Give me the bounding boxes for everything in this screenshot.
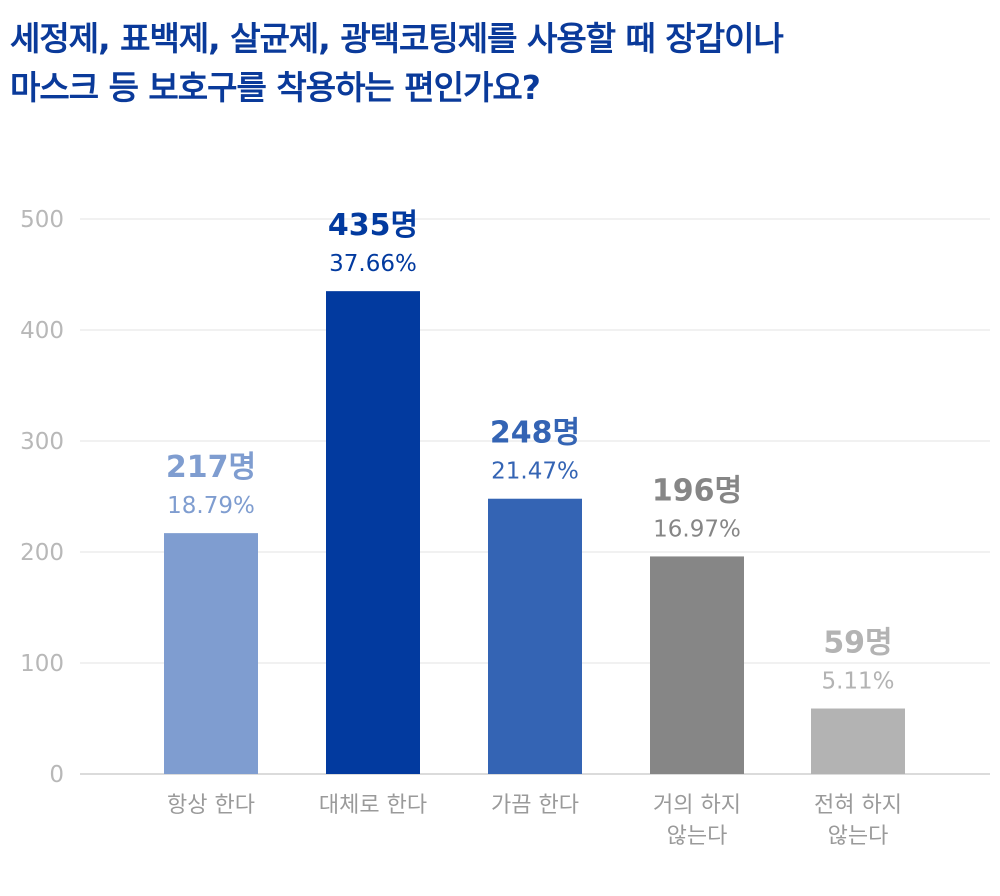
y-tick-label: 200: [20, 540, 64, 566]
chart-title-line-1: 세정제, 표백제, 살균제, 광택코팅제를 사용할 때 장갑이나: [10, 19, 784, 58]
bar-count-label: 435명: [328, 208, 418, 243]
x-category-label: 않는다: [828, 824, 889, 849]
x-category-label: 전혀 하지: [814, 793, 902, 818]
y-tick-label: 300: [20, 429, 64, 455]
bar-percent-label: 5.11%: [821, 669, 894, 695]
bar-percent-label: 21.47%: [491, 459, 579, 485]
bar: [164, 533, 258, 774]
bar: [811, 708, 905, 774]
x-category-label: 대체로 한다: [319, 793, 427, 818]
x-category-label: 거의 하지: [653, 793, 741, 818]
bar-count-label: 59명: [823, 626, 892, 661]
chart-title-line-2: 마스크 등 보호구를 착용하는 편인가요?: [10, 68, 541, 107]
bar-percent-label: 18.79%: [167, 493, 255, 519]
bar: [488, 498, 582, 774]
x-category-label: 않는다: [667, 824, 728, 849]
y-tick-label: 400: [20, 318, 64, 344]
bar-count-label: 248명: [490, 416, 580, 451]
bar: [650, 556, 744, 774]
bars: [164, 291, 905, 774]
bar-percent-label: 37.66%: [329, 251, 417, 277]
bar-percent-label: 16.97%: [653, 516, 741, 542]
data-labels: 217명 18.79% 435명 37.66% 248명 21.47% 196명 16.97%…: [166, 208, 895, 694]
bar: [326, 291, 420, 774]
y-tick-label: 0: [49, 762, 64, 788]
bar-count-label: 196명: [652, 473, 742, 508]
y-axis: 0 100 200 300 400 500: [20, 207, 64, 788]
x-category-label: 가끔 한다: [491, 793, 579, 818]
x-category-label: 항상 한다: [167, 793, 255, 818]
bar-count-label: 217명: [166, 450, 256, 485]
y-tick-label: 500: [20, 207, 64, 233]
y-tick-label: 100: [20, 651, 64, 677]
chart-title: 세정제, 표백제, 살균제, 광택코팅제를 사용할 때 장갑이나 마스크 등 보…: [10, 14, 990, 112]
